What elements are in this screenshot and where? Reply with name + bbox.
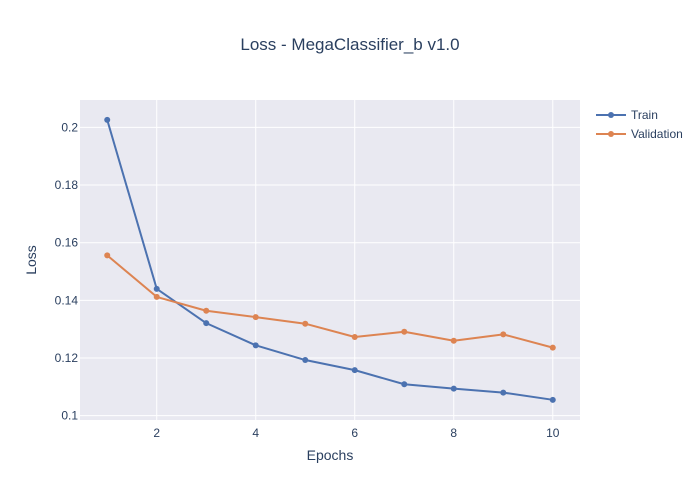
data-point-train	[104, 116, 111, 123]
data-point-validation	[401, 328, 408, 335]
data-point-train	[252, 342, 259, 349]
x-tick-label: 6	[351, 426, 358, 440]
data-point-train	[203, 320, 210, 327]
x-tick-label: 8	[450, 426, 457, 440]
x-tick-label: 2	[153, 426, 160, 440]
data-point-train	[450, 385, 457, 392]
x-axis-title: Epochs	[307, 447, 354, 463]
y-tick-label: 0.14	[55, 293, 79, 307]
series-line-train	[106, 119, 553, 401]
data-point-train	[500, 389, 507, 396]
series-validation	[104, 252, 556, 351]
data-point-validation	[153, 293, 160, 300]
legend-item-train[interactable]: Train	[596, 108, 658, 122]
legend[interactable]: Train Validation	[596, 108, 683, 141]
data-point-validation	[549, 344, 556, 351]
y-tick-label: 0.1	[61, 409, 78, 423]
data-point-train	[302, 357, 309, 364]
legend-swatch-marker	[608, 112, 614, 118]
data-point-validation	[104, 252, 111, 259]
y-tick-label: 0.16	[55, 236, 79, 250]
data-point-validation	[252, 314, 259, 321]
data-point-train	[153, 285, 160, 292]
x-tick-label: 4	[252, 426, 259, 440]
data-point-validation	[351, 333, 358, 340]
data-point-train	[351, 367, 358, 374]
x-tick-labels: 2 4 6 8 10	[153, 426, 559, 440]
data-point-validation	[500, 331, 507, 338]
x-tick-label: 10	[546, 426, 560, 440]
data-point-validation	[450, 337, 457, 344]
data-point-validation	[203, 307, 210, 314]
y-tick-label: 0.18	[55, 178, 79, 192]
data-point-train	[549, 396, 556, 403]
series-train	[104, 116, 556, 403]
legend-label: Validation	[631, 127, 683, 141]
series-line-validation	[106, 254, 554, 349]
series-layer	[104, 116, 556, 403]
legend-label: Train	[631, 108, 658, 122]
grid-lines	[80, 100, 580, 420]
y-tick-labels: 0.1 0.12 0.14 0.16 0.18 0.2	[55, 120, 79, 422]
data-point-validation	[302, 320, 309, 327]
legend-item-validation[interactable]: Validation	[596, 127, 683, 141]
chart-title: Loss - MegaClassifier_b v1.0	[240, 35, 459, 54]
y-tick-label: 0.2	[61, 120, 78, 134]
y-tick-label: 0.12	[55, 351, 79, 365]
legend-swatch-marker	[608, 131, 614, 137]
plot-area	[80, 100, 580, 420]
data-point-train	[401, 381, 408, 388]
y-axis-title: Loss	[23, 245, 39, 275]
